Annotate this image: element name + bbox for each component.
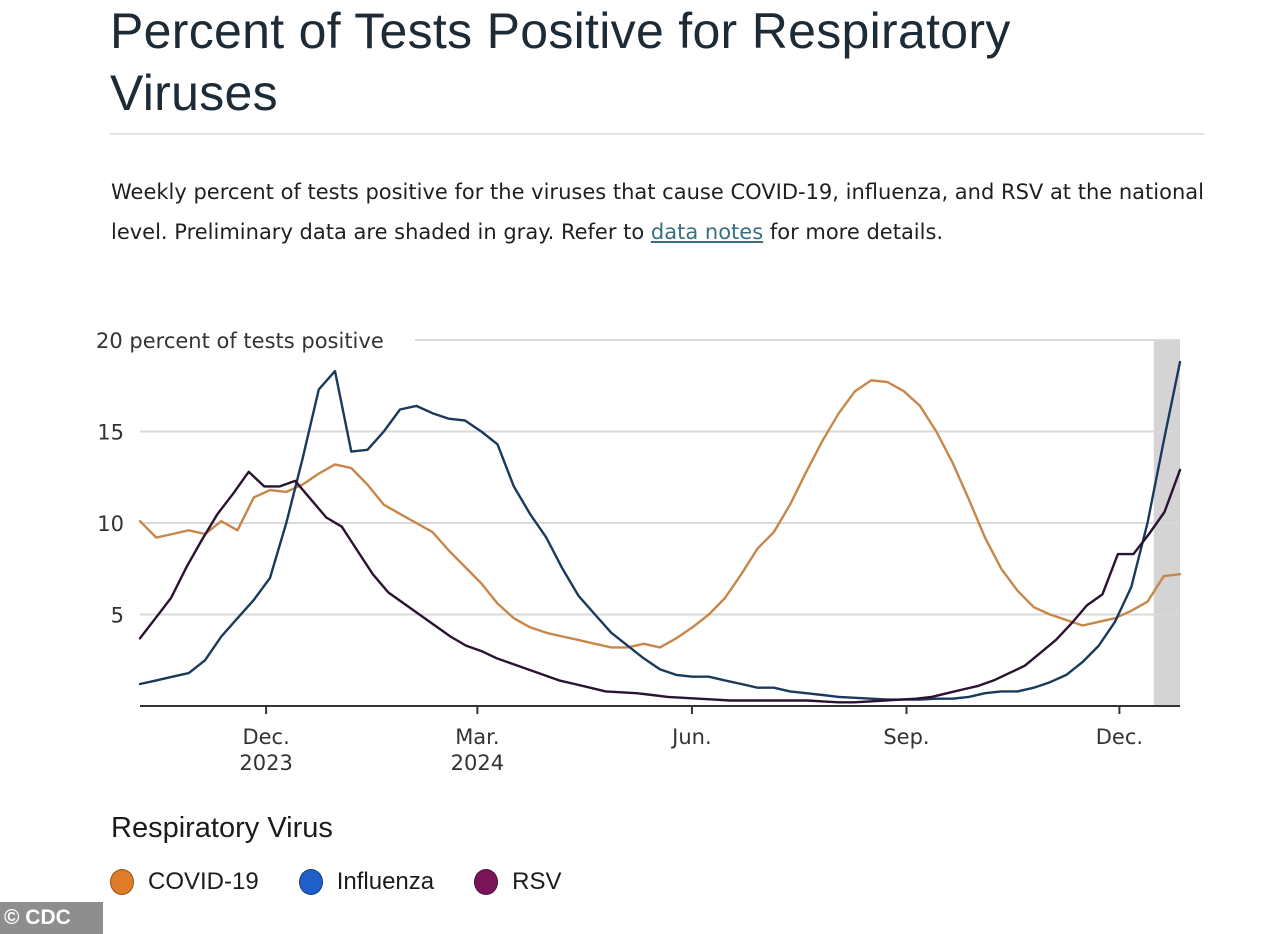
title-divider <box>110 133 1204 135</box>
legend-label: COVID-19 <box>148 868 259 895</box>
page-title: Percent of Tests Positive for Respirator… <box>110 3 1011 121</box>
y-tick-label: 20 percent of tests positive <box>96 329 384 353</box>
x-tick-label: Jun. <box>670 725 712 749</box>
legend-label: Influenza <box>336 868 435 895</box>
legend-label: RSV <box>512 868 562 895</box>
legend-item-rsv[interactable]: RSV <box>474 868 561 896</box>
x-tick-sublabel: 2023 <box>239 751 292 775</box>
x-tick-label: Sep. <box>883 725 929 749</box>
rsv-swatch-icon <box>474 869 499 895</box>
legend-item-covid-19[interactable]: COVID-19 <box>110 868 259 896</box>
data-notes-link[interactable]: data notes <box>650 220 764 244</box>
legend-item-influenza[interactable]: Influenza <box>298 868 435 896</box>
legend-title: Respiratory Virus <box>111 812 333 844</box>
chart-legend: COVID-19 Influenza RSV <box>110 868 601 896</box>
y-tick-label: 15 <box>97 421 124 445</box>
series-line-influenza <box>138 360 1182 701</box>
series-line-rsv <box>138 468 1182 704</box>
chart-description: Weekly percent of tests positive for the… <box>111 172 1211 252</box>
y-tick-label: 10 <box>97 512 124 536</box>
covid-19-swatch-icon <box>110 869 134 895</box>
influenza-swatch-icon <box>298 869 323 895</box>
description-text-end: for more details. <box>763 220 944 244</box>
series-halo-covid-19 <box>140 380 1180 647</box>
image-credit: © CDC <box>0 902 103 934</box>
series-line-covid-19 <box>138 379 1182 649</box>
x-tick-label: Dec. <box>242 725 289 749</box>
description-text: Weekly percent of tests positive for the… <box>111 180 1204 244</box>
x-tick-sublabel: 2024 <box>451 751 504 775</box>
x-tick-label: Dec. <box>1096 725 1143 749</box>
x-tick-label: Mar. <box>455 725 499 749</box>
y-tick-label: 5 <box>111 604 124 628</box>
